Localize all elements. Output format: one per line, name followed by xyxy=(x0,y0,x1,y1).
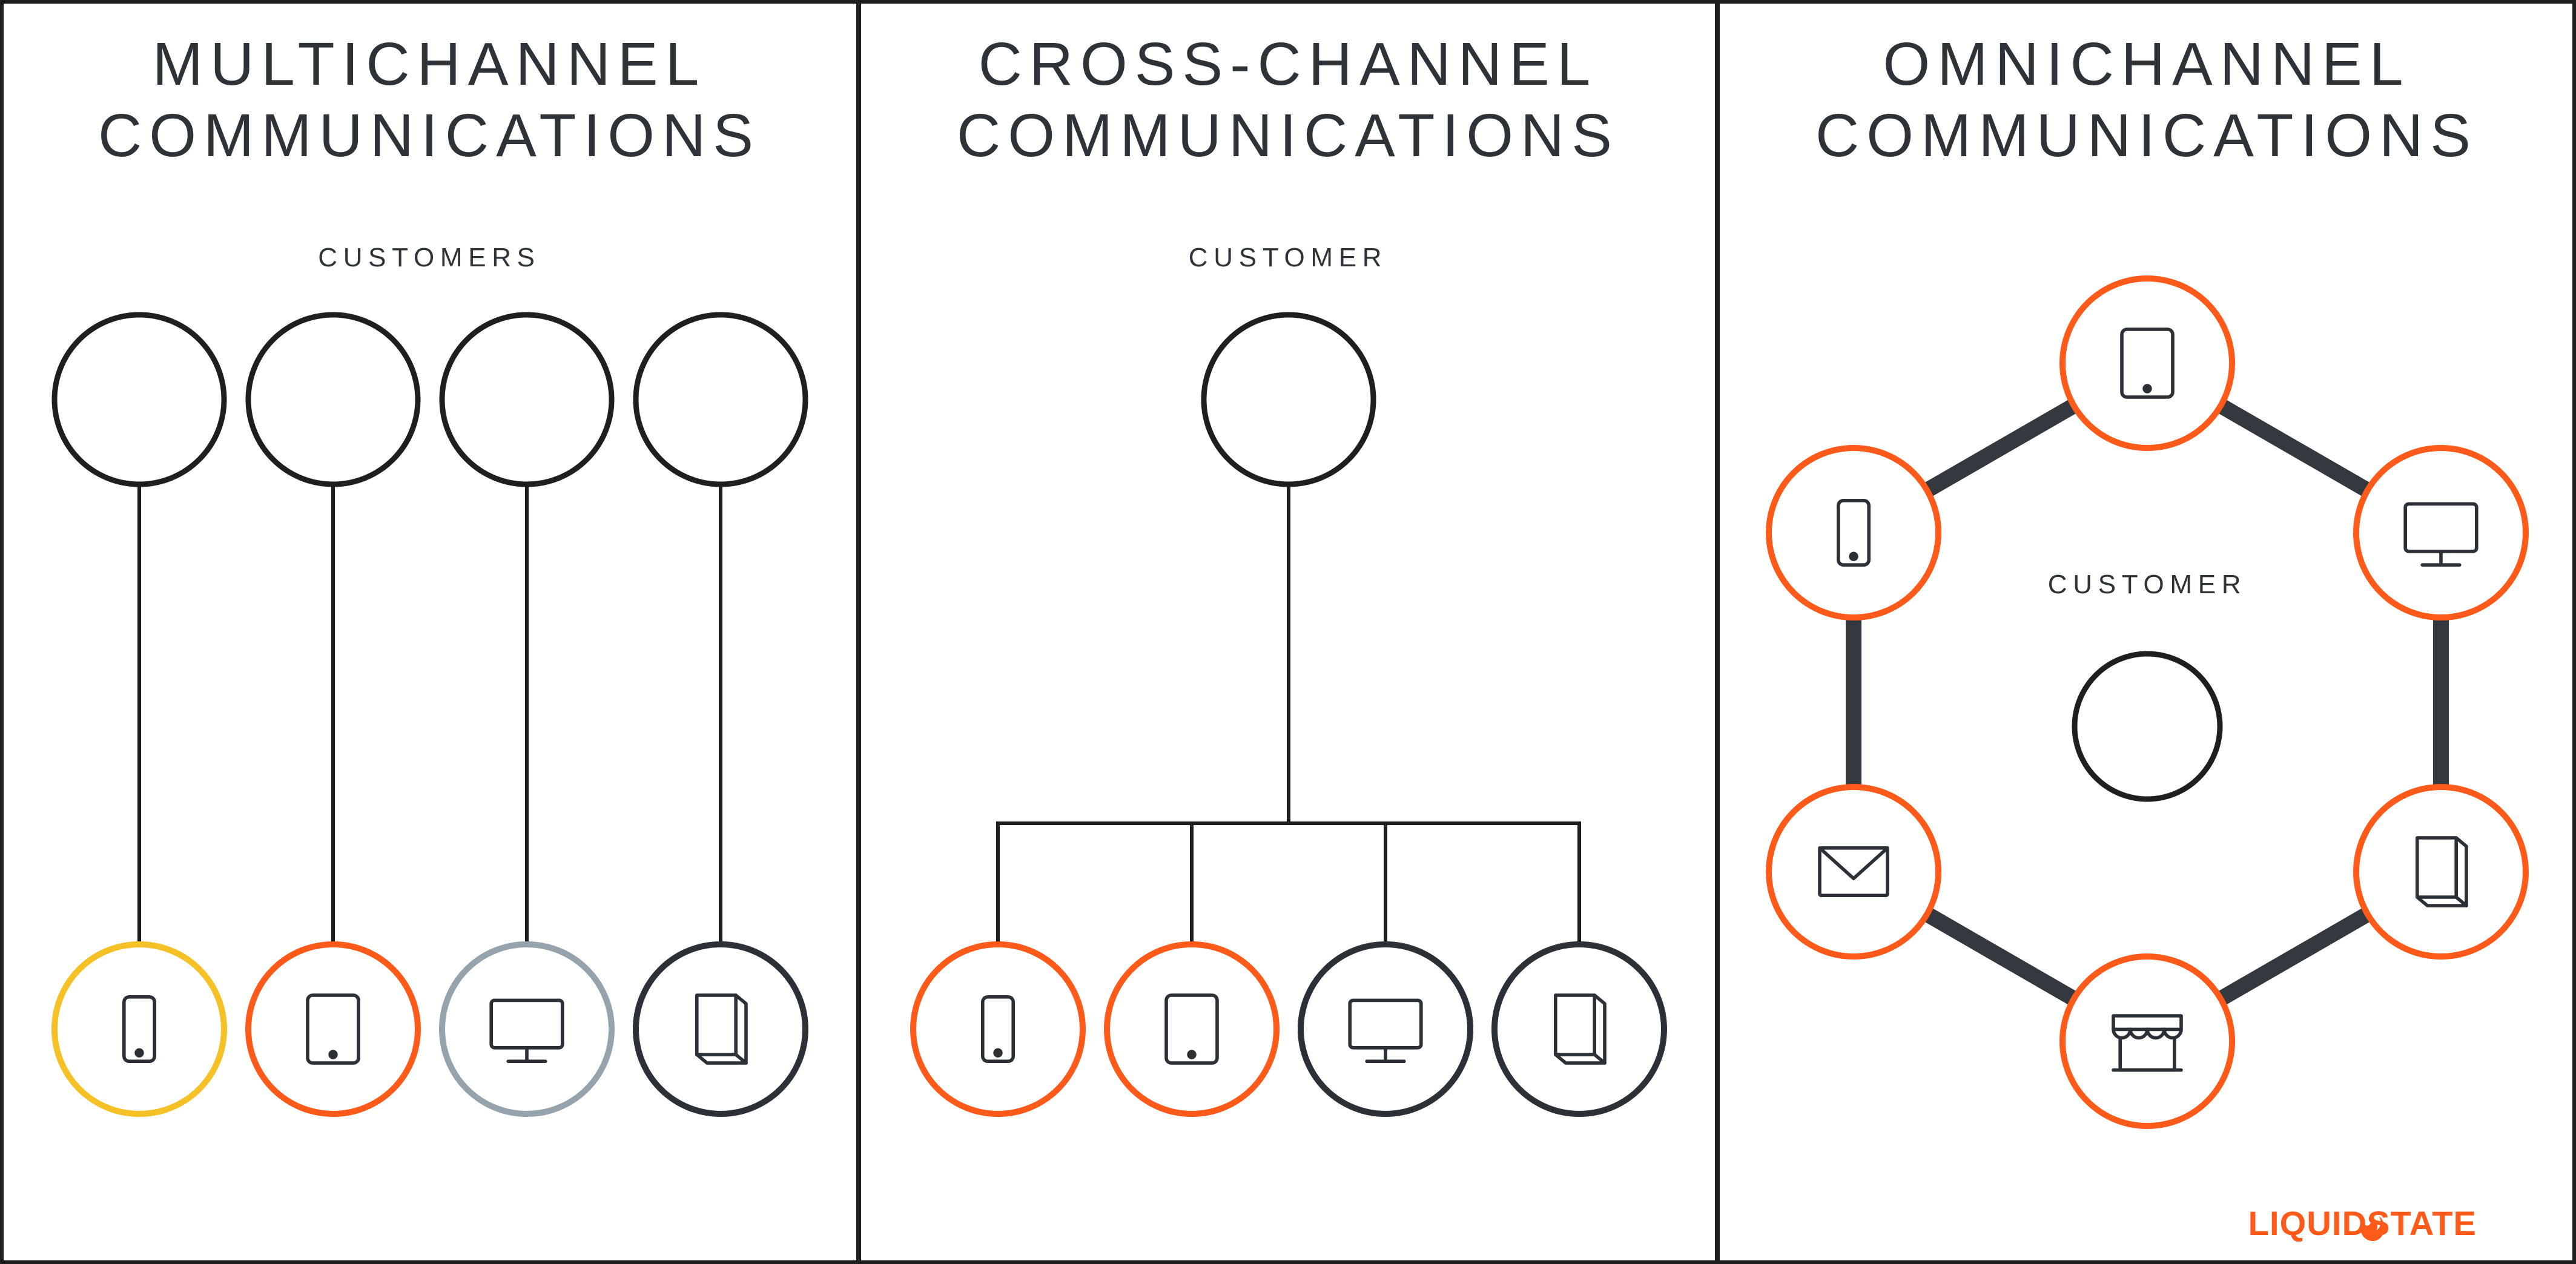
panel-title-line2: COMMUNICATIONS xyxy=(1815,102,2478,170)
svg-text:LIQUIDSTATE: LIQUIDSTATE xyxy=(2248,1204,2477,1242)
customer-3 xyxy=(442,315,612,484)
panel-title-line2: COMMUNICATIONS xyxy=(98,102,761,170)
customer-1 xyxy=(54,315,224,484)
panel-subtitle: CUSTOMER xyxy=(1189,243,1387,272)
channel-book xyxy=(636,944,805,1114)
customer xyxy=(1204,315,1373,484)
center-label: CUSTOMER xyxy=(2048,570,2247,599)
brand-mark: LIQUIDSTATE xyxy=(2248,1204,2477,1242)
channel-desktop xyxy=(442,944,612,1114)
channel-book xyxy=(1494,944,1664,1114)
channel-tablet xyxy=(2062,278,2232,448)
panel-title-line1: CROSS-CHANNEL xyxy=(979,30,1598,98)
customer-2 xyxy=(248,315,418,484)
panel-title-line2: COMMUNICATIONS xyxy=(957,102,1619,170)
channel-tablet xyxy=(1107,944,1276,1114)
channel-book xyxy=(2356,787,2526,956)
channel-desktop xyxy=(2356,448,2526,617)
channel-mail xyxy=(1769,787,1938,956)
brand-text-left: LIQUID xyxy=(2248,1204,2368,1242)
channel-phone xyxy=(1769,448,1938,617)
panel-title-line1: MULTICHANNEL xyxy=(153,30,706,98)
customer-4 xyxy=(636,315,805,484)
customer xyxy=(2075,654,2220,799)
channel-phone xyxy=(54,944,224,1114)
panel-subtitle: CUSTOMERS xyxy=(318,243,540,272)
panel-title-line1: OMNICHANNEL xyxy=(1883,30,2411,98)
channel-tablet xyxy=(248,944,418,1114)
channel-store xyxy=(2062,956,2232,1126)
channel-desktop xyxy=(1301,944,1470,1114)
channel-phone xyxy=(913,944,1083,1114)
